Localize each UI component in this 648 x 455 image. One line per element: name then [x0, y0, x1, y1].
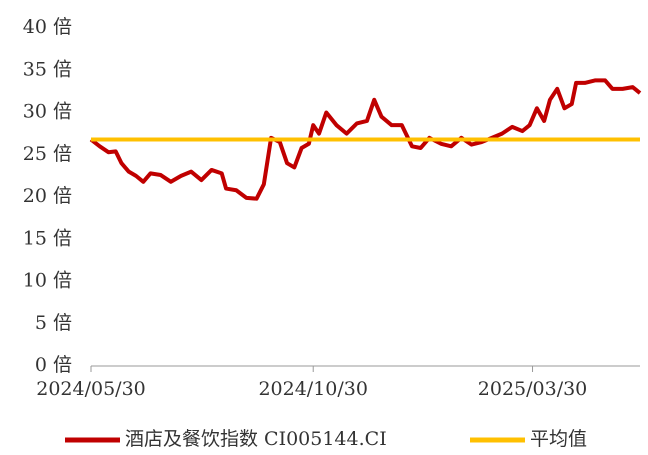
y-tick-label: 35 倍: [23, 58, 72, 80]
x-tick-label: 2025/03/30: [478, 378, 588, 400]
legend-label: 平均值: [530, 428, 587, 450]
y-tick-label: 5 倍: [35, 312, 72, 334]
y-tick-label: 40 倍: [23, 16, 72, 38]
y-tick-label: 15 倍: [23, 227, 72, 249]
y-tick-label: 0 倍: [35, 354, 72, 376]
y-tick-label: 30 倍: [23, 101, 72, 123]
x-tick-label: 2024/10/30: [258, 378, 368, 400]
series-line: [89, 78, 642, 201]
legend-label: 酒店及餐饮指数 CI005144.CI: [125, 428, 387, 450]
x-tick-label: 2024/05/30: [36, 378, 146, 400]
y-tick-label: 25 倍: [23, 143, 72, 165]
y-tick-label: 20 倍: [23, 185, 72, 207]
y-tick-label: 10 倍: [23, 270, 72, 292]
